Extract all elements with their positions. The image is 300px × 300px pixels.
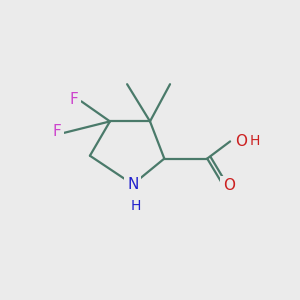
Text: F: F <box>70 92 79 107</box>
Text: F: F <box>52 124 62 139</box>
Text: O: O <box>223 178 235 193</box>
Text: H: H <box>249 134 260 148</box>
Text: O: O <box>236 134 247 149</box>
Text: H: H <box>130 199 141 213</box>
Text: N: N <box>127 177 139 192</box>
